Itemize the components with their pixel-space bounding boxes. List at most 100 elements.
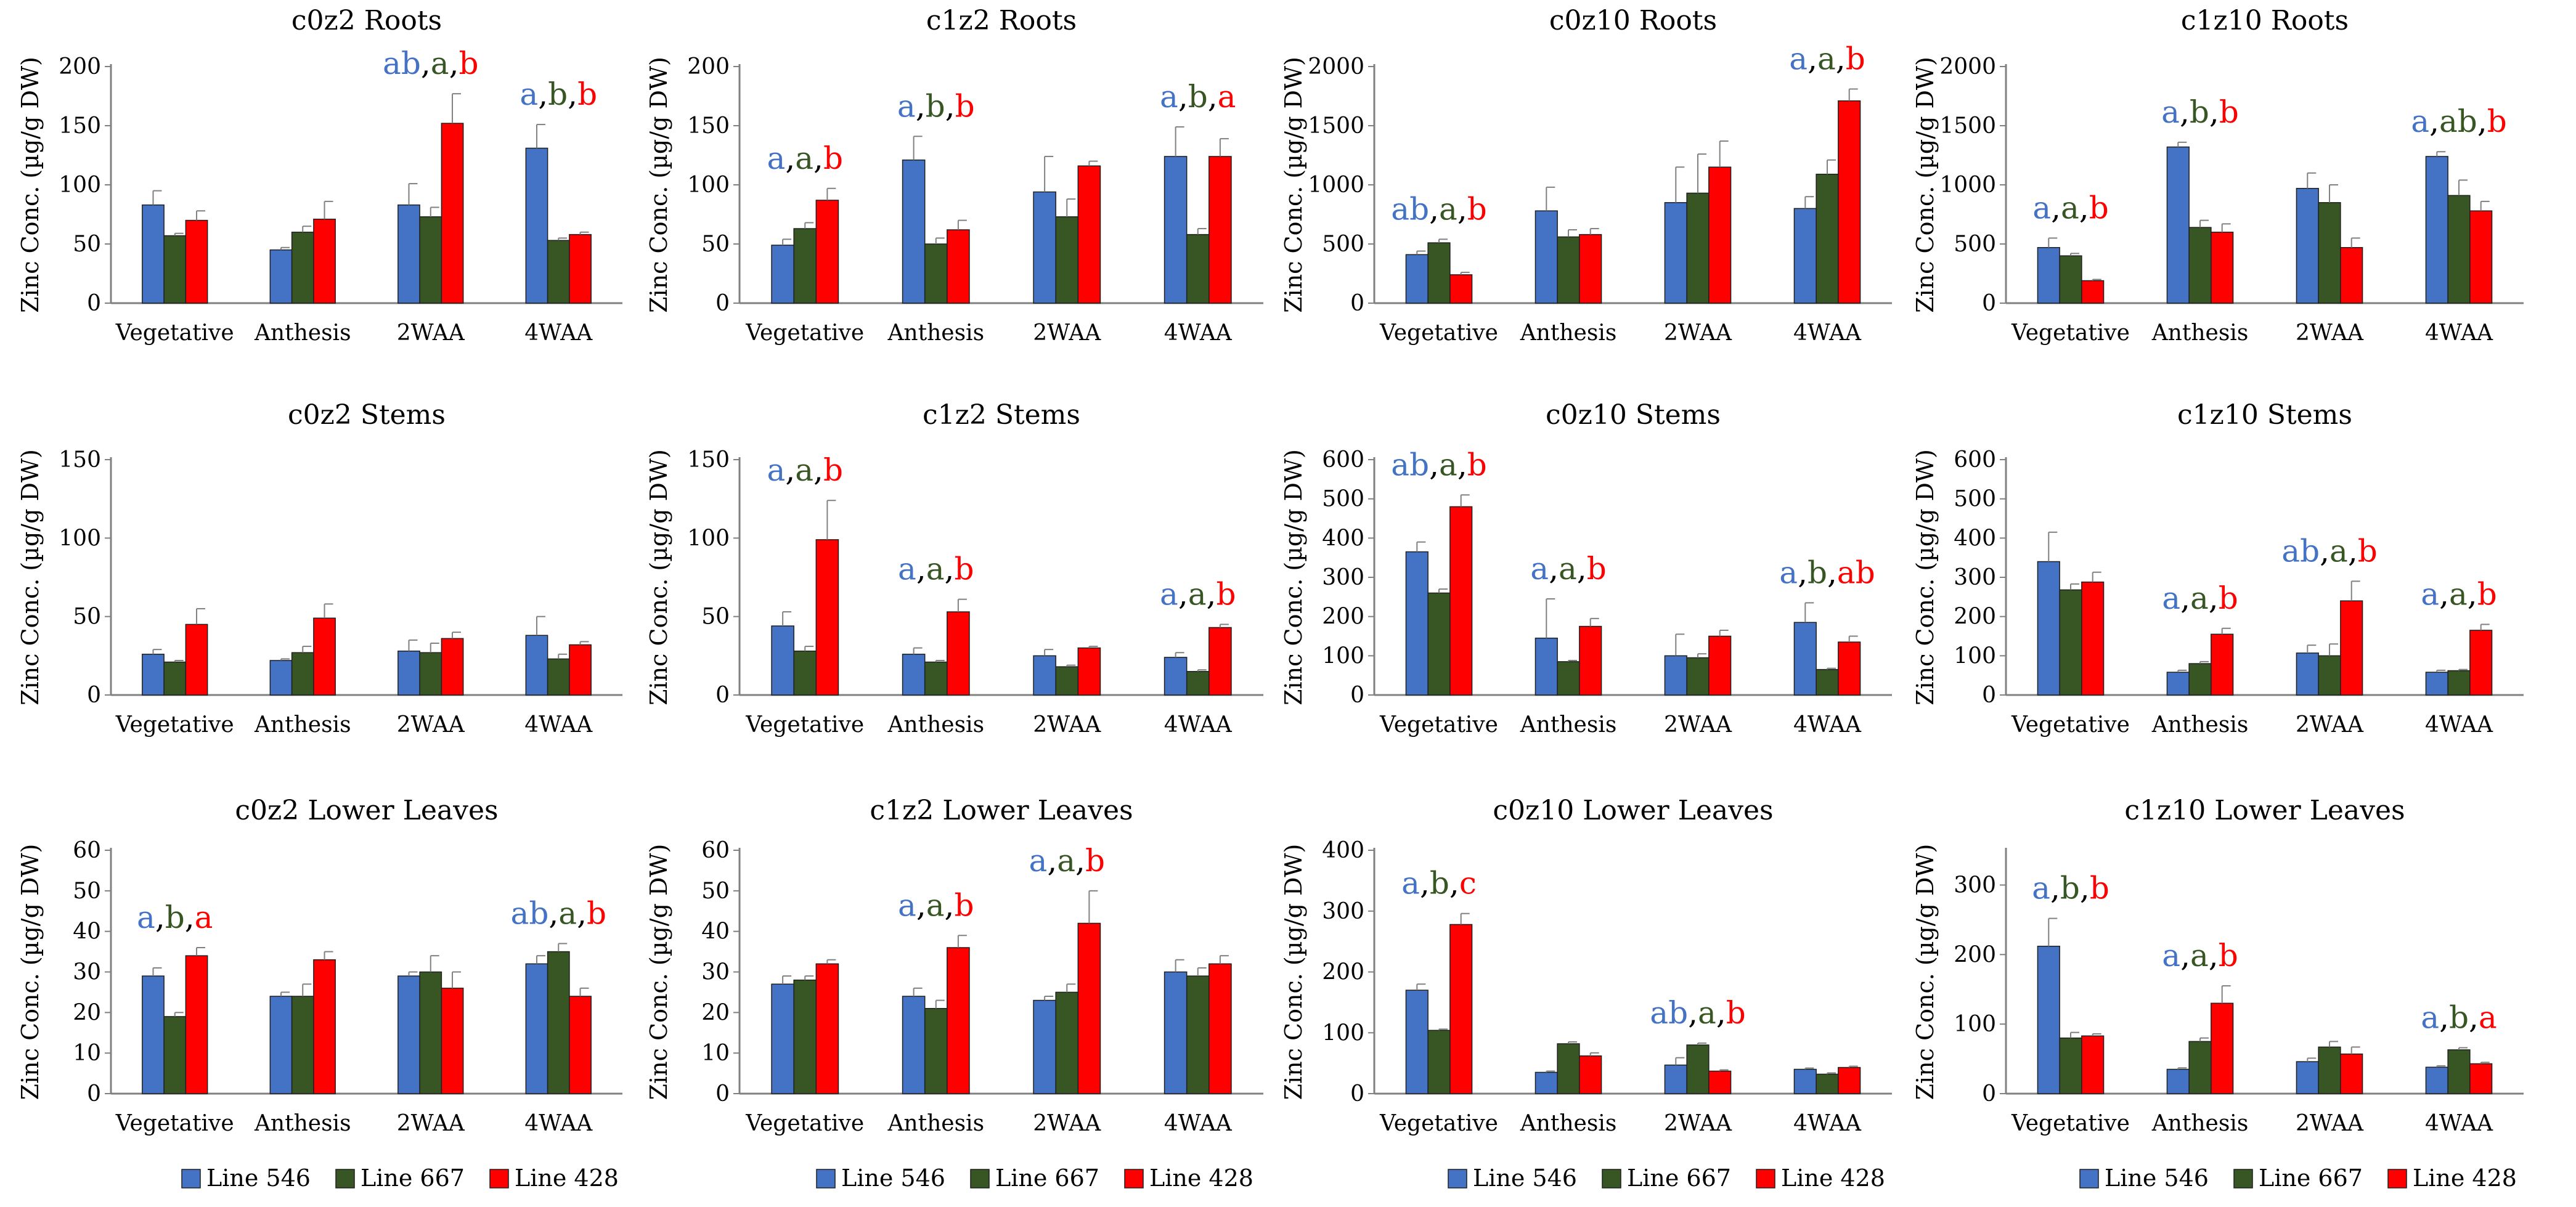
bar — [525, 147, 548, 304]
y-tick-label: 0 — [1982, 291, 1996, 316]
bar — [2318, 655, 2341, 696]
x-tick-label: 4WAA — [1793, 712, 1862, 738]
significance-letter: a — [2162, 938, 2180, 973]
y-tick-label: 10 — [701, 1041, 730, 1066]
legend: Line 546 Line 667 Line 428 — [1448, 1164, 1885, 1192]
letter-separator: , — [1457, 447, 1467, 482]
x-tick-label: 4WAA — [524, 712, 593, 738]
bar — [2037, 247, 2060, 304]
legend-label: Line 546 — [1473, 1164, 1577, 1192]
significance-letter: a — [1439, 191, 1457, 227]
bar — [1033, 655, 1056, 696]
bar — [569, 996, 592, 1094]
bar — [547, 240, 570, 304]
bar — [291, 652, 314, 696]
letter-separator: , — [2469, 1000, 2479, 1036]
chart-panel-7: c0z10 Stems Zinc Conc. (µg/g DW) 0 100 200 30… — [1280, 399, 1892, 738]
significance-letter: b — [2090, 871, 2109, 906]
significance-letter: a — [1439, 447, 1457, 482]
y-axis-label: Zinc Conc. (µg/g DW) — [645, 449, 672, 705]
letter-separator: , — [2180, 938, 2190, 973]
significance-letter: a — [2161, 94, 2180, 130]
y-tick-label: 40 — [73, 919, 101, 945]
significance-letters: a,a,b — [898, 551, 974, 587]
letter-separator: , — [155, 900, 165, 935]
bar — [815, 200, 839, 304]
significance-letter: a — [926, 551, 945, 587]
bar — [1664, 1064, 1687, 1094]
significance-letter: b — [2477, 576, 2497, 612]
significance-letters: ab,a,b — [2281, 533, 2377, 569]
y-tick-label: 300 — [1322, 899, 1364, 924]
legend-swatch — [2233, 1169, 2253, 1189]
y-tick-label: 300 — [1954, 872, 1996, 898]
bar — [1164, 156, 1188, 304]
significance-letter: b — [1726, 995, 1746, 1031]
bar — [2340, 1053, 2363, 1094]
significance-letters: a,a,b — [1160, 576, 1236, 612]
chart-panel-5: c0z2 Stems Zinc Conc. (µg/g DW) 0 50 100 150 V… — [17, 399, 622, 738]
y-tick-label: 0 — [87, 291, 101, 316]
letter-separator: , — [945, 887, 955, 923]
bar — [569, 644, 592, 696]
bar — [1708, 166, 1732, 304]
x-tick-label: 4WAA — [524, 1111, 593, 1136]
significance-letters: a,b,c — [1401, 866, 1477, 901]
significance-letter: b — [823, 140, 843, 176]
significance-letter: a — [1401, 866, 1420, 901]
letter-separator: , — [185, 900, 195, 935]
letter-separator: , — [577, 895, 587, 931]
letter-separator: , — [421, 46, 431, 81]
significance-letter: a — [898, 551, 916, 587]
significance-letter: a — [2411, 104, 2429, 139]
legend-swatch — [1602, 1169, 1621, 1189]
letter-separator: , — [2209, 94, 2219, 130]
legend-label: Line 667 — [995, 1164, 1099, 1192]
bar — [547, 951, 570, 1094]
y-tick-label: 200 — [1322, 604, 1364, 630]
significance-letter: b — [587, 895, 606, 931]
y-tick-label: 200 — [1954, 604, 1996, 630]
legend-swatch — [489, 1169, 509, 1189]
y-tick-label: 100 — [1954, 1012, 1996, 1037]
bar — [1449, 924, 1473, 1094]
bar — [2081, 581, 2105, 696]
significance-letter: a — [2449, 576, 2468, 612]
legend-swatch — [181, 1169, 201, 1189]
bar — [569, 234, 592, 304]
letter-separator: , — [2320, 533, 2329, 569]
significance-letter: b — [2449, 1000, 2469, 1036]
significance-letter: b — [926, 88, 945, 124]
letter-separator: , — [945, 88, 955, 124]
y-tick-label: 200 — [1322, 960, 1364, 985]
bar — [1838, 641, 1861, 696]
significance-letter: b — [2487, 104, 2507, 139]
x-tick-label: Anthesis — [1520, 712, 1617, 738]
y-tick-label: 20 — [73, 1000, 101, 1025]
y-axis-label: Zinc Conc. (µg/g DW) — [17, 449, 44, 705]
letter-separator: , — [1716, 995, 1726, 1031]
letter-separator: , — [2080, 871, 2090, 906]
legend-label: Line 546 — [206, 1164, 311, 1192]
significance-letter: b — [954, 887, 974, 923]
letter-separator: , — [548, 895, 558, 931]
significance-letter: b — [1467, 447, 1487, 482]
bar — [2211, 633, 2234, 696]
letter-separator: , — [568, 76, 577, 112]
letter-separator: , — [2477, 104, 2487, 139]
y-tick-label: 400 — [1322, 526, 1364, 551]
significance-letter: a — [1789, 41, 1808, 76]
legend-label: Line 546 — [2105, 1164, 2209, 1192]
significance-letter: a — [195, 900, 213, 935]
y-tick-label: 150 — [59, 113, 101, 139]
bar — [1664, 655, 1687, 696]
x-tick-label: 4WAA — [2425, 320, 2493, 346]
significance-letter: a — [2032, 190, 2051, 226]
bar — [1535, 210, 1558, 304]
bar — [1686, 1044, 1710, 1094]
y-tick-label: 100 — [1322, 643, 1364, 669]
y-tick-label: 100 — [1322, 1020, 1364, 1046]
bar — [291, 996, 314, 1094]
chart-panel-6: c1z2 Stems Zinc Conc. (µg/g DW) 0 50 100 150 V… — [645, 399, 1263, 738]
